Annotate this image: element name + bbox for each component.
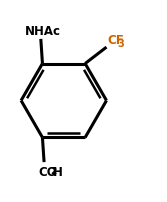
Text: CO: CO (38, 165, 57, 178)
Text: NHAc: NHAc (24, 25, 60, 38)
Text: 3: 3 (118, 39, 124, 49)
Text: CF: CF (107, 34, 124, 47)
Text: 2: 2 (50, 166, 56, 175)
Text: H: H (53, 165, 63, 178)
